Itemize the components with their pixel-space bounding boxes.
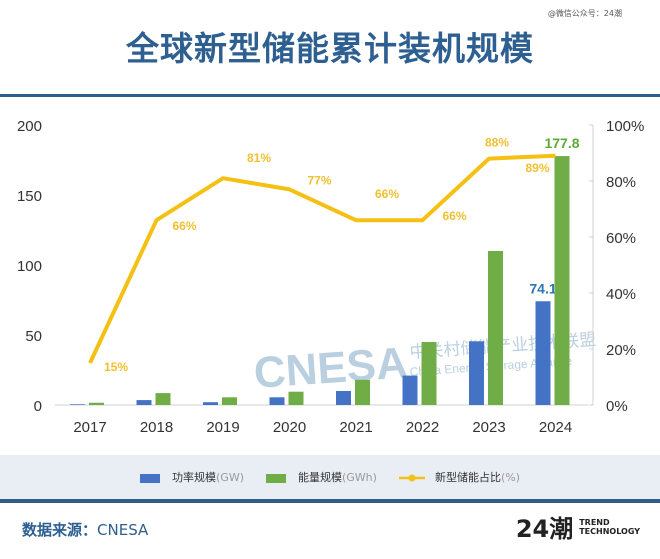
divider [0, 499, 660, 503]
right-axis-tick: 100% [606, 118, 644, 135]
left-axis-tick: 0 [34, 398, 42, 415]
bar-energy [222, 397, 237, 405]
left-axis-tick: 150 [17, 188, 42, 205]
legend-item-share: 新型储能占比(%) [398, 469, 520, 485]
bar-power [402, 375, 418, 405]
bar-energy [155, 393, 171, 405]
left-axis-tick: 100 [17, 258, 42, 275]
bar-swatch-icon [265, 473, 286, 483]
line-data-label: 89% [525, 161, 549, 175]
line-data-label: 66% [172, 219, 196, 233]
watermark-text: @微信公众号：24潮 [547, 9, 622, 18]
bar-power [469, 341, 484, 405]
x-axis-tick: 2023 [472, 419, 505, 436]
left-axis-tick: 200 [17, 118, 42, 135]
bar-data-label: 74.1 [529, 280, 556, 296]
chart: CNESA中关村储能产业技术联盟China Energy Storage All… [17, 118, 644, 436]
legend-unit: (GW) [216, 471, 244, 484]
source-value: CNESA [97, 521, 149, 539]
share-line [88, 153, 556, 364]
brand-logo: 24潮 TREND TECHNOLOGY [516, 509, 640, 544]
x-axis-tick: 2019 [206, 419, 239, 436]
brand-mark: 24潮 [515, 515, 574, 543]
x-axis-tick: 2017 [73, 419, 106, 436]
x-axis-tick: 2021 [339, 419, 372, 436]
line-data-label: 81% [247, 151, 271, 165]
legend-label: 能量规模 [297, 471, 342, 484]
bar-energy [89, 402, 104, 405]
bar-energy [355, 379, 370, 405]
bar-power [203, 402, 218, 405]
bar-power [70, 404, 85, 405]
bar-energy [488, 251, 503, 405]
bar-energy [554, 156, 570, 405]
legend: 功率规模(GW) 能量规模(GWh) 新型储能占比(%) [0, 455, 660, 499]
right-axis-tick: 20% [606, 342, 636, 359]
bar-swatch-icon [140, 473, 160, 483]
right-axis-tick: 80% [606, 174, 636, 191]
right-axis-tick: 40% [606, 286, 636, 303]
left-axis-tick: 50 [25, 328, 42, 345]
line-data-label: 66% [442, 209, 466, 223]
x-axis-tick: 2024 [539, 419, 572, 436]
divider [0, 94, 660, 97]
source-label: 数据来源： [22, 521, 98, 539]
right-axis-tick: 60% [606, 230, 636, 247]
legend-unit: (GWh) [341, 471, 377, 484]
line-data-label: 66% [375, 187, 399, 201]
legend-label: 新型储能占比 [434, 471, 501, 484]
cnesa-watermark-logo: CNESA [252, 338, 409, 398]
bar-power [336, 391, 351, 405]
bar-energy [288, 391, 304, 405]
bar-power [535, 301, 551, 405]
line-data-label: 15% [104, 360, 128, 374]
x-axis-tick: 2018 [140, 419, 173, 436]
line-marker-icon [398, 474, 425, 482]
source: 数据来源：CNESA [22, 519, 148, 540]
brand-line2: TECHNOLOGY [579, 526, 640, 536]
legend-label: 功率规模 [172, 471, 216, 484]
legend-item-energy: 能量规模(GWh) [265, 469, 377, 485]
x-axis-tick: 2022 [406, 419, 439, 436]
bar-power [269, 397, 285, 405]
legend-item-power: 功率规模(GW) [140, 469, 244, 485]
brand-text: TREND TECHNOLOGY [579, 518, 640, 536]
legend-unit: (%) [500, 471, 520, 484]
bar-energy [421, 342, 437, 405]
page-title: 全球新型储能累计装机规模 [126, 29, 534, 68]
bar-data-label: 177.8 [544, 135, 579, 151]
line-data-label: 77% [307, 173, 331, 187]
x-axis-tick: 2020 [273, 419, 306, 436]
line-data-label: 88% [485, 136, 509, 150]
bar-power [136, 400, 152, 405]
brand-line1: TREND [579, 517, 610, 527]
right-axis-tick: 0% [606, 398, 628, 415]
